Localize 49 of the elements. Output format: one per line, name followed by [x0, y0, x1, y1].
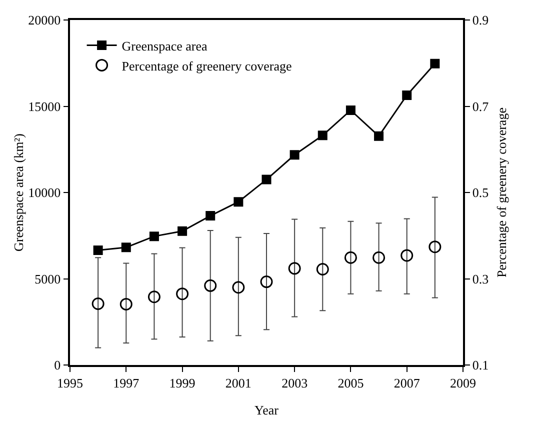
point [260, 276, 273, 288]
point [262, 174, 272, 184]
point [290, 150, 300, 160]
point [374, 131, 384, 141]
y-tick-label: 5000 [34, 271, 61, 286]
point [120, 298, 132, 310]
point [402, 90, 412, 100]
point [234, 197, 244, 207]
point [430, 58, 440, 68]
y2-tick-label: 0.3 [472, 271, 489, 286]
y2-tick-label: 0.5 [472, 185, 489, 200]
y2-tick-label: 0.7 [472, 98, 490, 114]
point [93, 246, 103, 256]
y2-tick-label: 0.9 [472, 12, 489, 28]
point [176, 288, 189, 300]
point [121, 242, 131, 252]
x-tick-label: 2009 [450, 375, 476, 390]
y-axis-title: Greenspace area (km²) [11, 134, 26, 252]
y2-tick-label: 0.1 [472, 358, 489, 373]
x-tick-label: 1999 [169, 375, 196, 390]
point [372, 251, 386, 264]
legend-label: Percentage of greenery coverage [122, 58, 292, 74]
point [204, 279, 217, 292]
x-tick-label: 2005 [338, 375, 364, 390]
point [92, 298, 104, 310]
point [206, 211, 216, 221]
x-tick-label: 1995 [57, 375, 83, 390]
point [346, 105, 356, 115]
y2-axis-title: Percentage of greenery coverage [494, 107, 509, 278]
y-tick-label: 10000 [28, 185, 61, 200]
point [149, 232, 159, 242]
point [428, 240, 442, 254]
x-tick-label: 2001 [225, 375, 252, 390]
point [316, 263, 329, 276]
x-tick-label: 1997 [113, 375, 140, 390]
point [318, 130, 328, 140]
y-tick-label: 15000 [28, 98, 61, 114]
x-tick-label: 2003 [282, 375, 308, 390]
legend-label: Greenspace area [122, 38, 208, 54]
point [344, 251, 357, 264]
y-tick-label: 20000 [28, 12, 61, 28]
y-tick-label: 0 [54, 358, 61, 373]
point [400, 249, 414, 262]
point [178, 226, 188, 236]
point [288, 262, 301, 275]
point [148, 290, 160, 304]
x-axis-title: Year [254, 402, 280, 418]
point [232, 281, 245, 294]
x-tick-label: 2007 [394, 375, 420, 390]
